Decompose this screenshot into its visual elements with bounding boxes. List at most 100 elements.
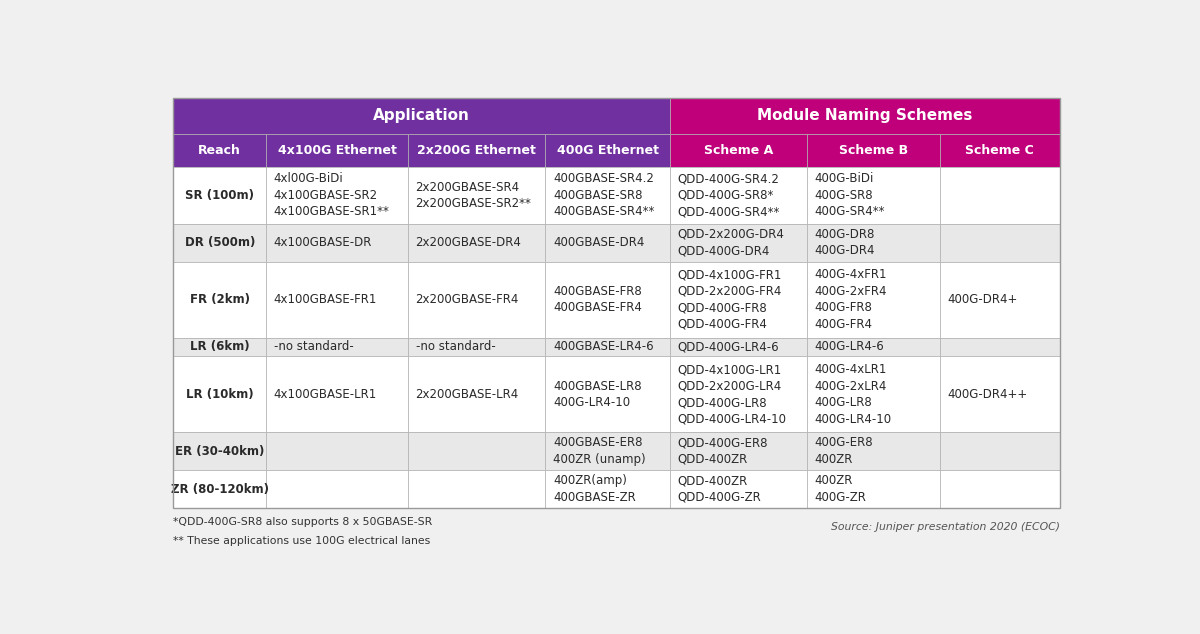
Text: 400G-BiDi
400G-SR8
400G-SR4**: 400G-BiDi 400G-SR8 400G-SR4** (815, 172, 884, 218)
Bar (546, 432, 670, 470)
Text: Application: Application (373, 108, 470, 124)
Bar (940, 356, 1060, 432)
Text: 2x200GBASE-SR4
2x200GBASE-SR2**: 2x200GBASE-SR4 2x200GBASE-SR2** (415, 181, 532, 210)
Text: -no standard-: -no standard- (274, 340, 354, 354)
Text: Source: Juniper presentation 2020 (ECOC): Source: Juniper presentation 2020 (ECOC) (830, 522, 1060, 532)
Bar (408, 262, 546, 337)
Bar (670, 167, 806, 224)
Bar (806, 262, 940, 337)
Text: 2x200GBASE-LR4: 2x200GBASE-LR4 (415, 388, 518, 401)
Bar (806, 356, 940, 432)
Text: ZR (80-120km): ZR (80-120km) (170, 482, 269, 496)
Text: Module Naming Schemes: Module Naming Schemes (757, 108, 972, 124)
Bar (408, 224, 546, 262)
Bar (408, 470, 546, 508)
Text: 400ZR(amp)
400GBASE-ZR: 400ZR(amp) 400GBASE-ZR (553, 474, 636, 504)
Bar (408, 167, 546, 224)
Text: -no standard-: -no standard- (415, 340, 496, 354)
Text: 400G-ER8
400ZR: 400G-ER8 400ZR (815, 436, 874, 466)
Text: SR (100m): SR (100m) (185, 189, 254, 202)
Bar (266, 262, 408, 337)
Bar (546, 224, 670, 262)
Bar (173, 432, 266, 470)
Text: 4xl00G-BiDi
4x100GBASE-SR2
4x100GBASE-SR1**: 4xl00G-BiDi 4x100GBASE-SR2 4x100GBASE-SR… (274, 172, 390, 218)
Text: 2x200GBASE-DR4: 2x200GBASE-DR4 (415, 236, 522, 249)
Text: 4x100GBASE-DR: 4x100GBASE-DR (274, 236, 372, 249)
Text: 400G-4xFR1
400G-2xFR4
400G-FR8
400G-FR4: 400G-4xFR1 400G-2xFR4 400G-FR8 400G-FR4 (815, 268, 887, 331)
Bar (940, 224, 1060, 262)
Bar (266, 356, 408, 432)
Text: 400G-4xLR1
400G-2xLR4
400G-LR8
400G-LR4-10: 400G-4xLR1 400G-2xLR4 400G-LR8 400G-LR4-… (815, 363, 892, 425)
Bar (266, 167, 408, 224)
Bar (806, 167, 940, 224)
Text: *QDD-400G-SR8 also supports 8 x 50GBASE-SR: *QDD-400G-SR8 also supports 8 x 50GBASE-… (173, 517, 432, 527)
Bar (546, 356, 670, 432)
Bar (173, 98, 1060, 508)
Bar (173, 356, 266, 432)
Text: QDD-4x100G-FR1
QDD-2x200G-FR4
QDD-400G-FR8
QDD-400G-FR4: QDD-4x100G-FR1 QDD-2x200G-FR4 QDD-400G-F… (677, 268, 781, 331)
Bar (940, 432, 1060, 470)
Text: 400GBASE-LR4-6: 400GBASE-LR4-6 (553, 340, 654, 354)
Bar (173, 98, 670, 134)
Bar (546, 167, 670, 224)
Bar (546, 134, 670, 167)
Text: QDD-400G-LR4-6: QDD-400G-LR4-6 (677, 340, 779, 354)
Text: QDD-2x200G-DR4
QDD-400G-DR4: QDD-2x200G-DR4 QDD-400G-DR4 (677, 228, 784, 257)
Bar (806, 470, 940, 508)
Bar (173, 262, 266, 337)
Bar (546, 470, 670, 508)
Text: 400G-DR4+: 400G-DR4+ (947, 293, 1018, 306)
Bar (670, 98, 1060, 134)
Text: LR (10km): LR (10km) (186, 388, 253, 401)
Text: 4x100G Ethernet: 4x100G Ethernet (277, 144, 397, 157)
Bar (266, 134, 408, 167)
Text: 400G-DR8
400G-DR4: 400G-DR8 400G-DR4 (815, 228, 875, 257)
Text: FR (2km): FR (2km) (190, 293, 250, 306)
Text: 400ZR
400G-ZR: 400ZR 400G-ZR (815, 474, 866, 504)
Text: DR (500m): DR (500m) (185, 236, 254, 249)
Text: 400GBASE-DR4: 400GBASE-DR4 (553, 236, 644, 249)
Text: Scheme A: Scheme A (703, 144, 773, 157)
Text: Reach: Reach (198, 144, 241, 157)
Text: 400G-LR4-6: 400G-LR4-6 (815, 340, 884, 354)
Bar (806, 224, 940, 262)
Bar (670, 432, 806, 470)
Text: Scheme C: Scheme C (965, 144, 1034, 157)
Text: 4x100GBASE-LR1: 4x100GBASE-LR1 (274, 388, 377, 401)
Text: ** These applications use 100G electrical lanes: ** These applications use 100G electrica… (173, 536, 431, 547)
Text: QDD-4x100G-LR1
QDD-2x200G-LR4
QDD-400G-LR8
QDD-400G-LR4-10: QDD-4x100G-LR1 QDD-2x200G-LR4 QDD-400G-L… (677, 363, 786, 425)
Text: ER (30-40km): ER (30-40km) (175, 444, 264, 458)
Bar (173, 470, 266, 508)
Text: Scheme B: Scheme B (839, 144, 908, 157)
Bar (408, 134, 546, 167)
Bar (546, 337, 670, 356)
Bar (670, 224, 806, 262)
Bar (408, 356, 546, 432)
Text: 2x200GBASE-FR4: 2x200GBASE-FR4 (415, 293, 518, 306)
Bar (940, 167, 1060, 224)
Bar (940, 337, 1060, 356)
Bar (940, 470, 1060, 508)
Bar (940, 134, 1060, 167)
Text: 400GBASE-ER8
400ZR (unamp): 400GBASE-ER8 400ZR (unamp) (553, 436, 646, 466)
Text: 400GBASE-LR8
400G-LR4-10: 400GBASE-LR8 400G-LR4-10 (553, 380, 642, 409)
Bar (173, 337, 266, 356)
Text: 400GBASE-FR8
400GBASE-FR4: 400GBASE-FR8 400GBASE-FR4 (553, 285, 642, 314)
Text: QDD-400G-SR4.2
QDD-400G-SR8*
QDD-400G-SR4**: QDD-400G-SR4.2 QDD-400G-SR8* QDD-400G-SR… (677, 172, 779, 218)
Bar (173, 224, 266, 262)
Bar (806, 337, 940, 356)
Text: 400G Ethernet: 400G Ethernet (557, 144, 659, 157)
Bar (266, 432, 408, 470)
Bar (670, 134, 806, 167)
Bar (408, 337, 546, 356)
Text: 4x100GBASE-FR1: 4x100GBASE-FR1 (274, 293, 377, 306)
Bar (408, 432, 546, 470)
Text: QDD-400G-ER8
QDD-400ZR: QDD-400G-ER8 QDD-400ZR (677, 436, 768, 466)
Bar (670, 470, 806, 508)
Text: QDD-400ZR
QDD-400G-ZR: QDD-400ZR QDD-400G-ZR (677, 474, 761, 504)
Text: 2x200G Ethernet: 2x200G Ethernet (418, 144, 536, 157)
Text: LR (6km): LR (6km) (190, 340, 250, 354)
Bar (670, 337, 806, 356)
Bar (266, 224, 408, 262)
Bar (806, 134, 940, 167)
